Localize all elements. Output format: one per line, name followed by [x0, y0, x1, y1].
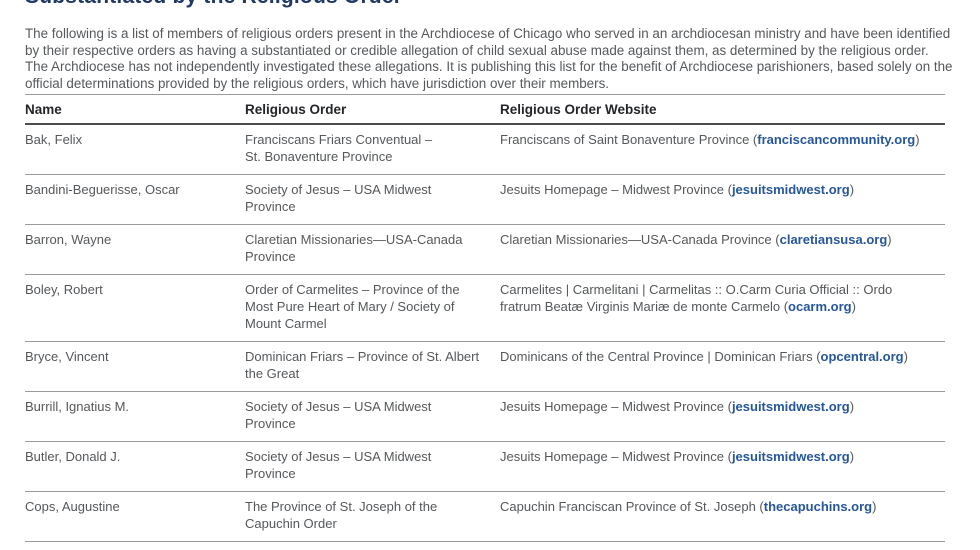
website-link[interactable]: jesuitsmidwest.org [731, 182, 850, 197]
table-row: Bak, Felix Franciscans Friars Conventual… [25, 124, 945, 175]
website-description: Dominicans of the Central Province | Dom… [500, 349, 821, 364]
report-page: Substantiated by the Religious Order The… [25, 0, 955, 550]
website-description: Jesuits Homepage – Midwest Province ( [500, 182, 732, 197]
website-cell: Capuchin Franciscan Province of St. Jose… [500, 491, 945, 542]
person-name: Butler, Donald J. [25, 441, 245, 492]
person-name: Boley, Robert [25, 274, 245, 342]
website-description: Claretian Missionaries—USA-Canada Provin… [500, 232, 780, 247]
religious-order-cell: Order of Carmelites – Province of the Mo… [245, 274, 500, 342]
table-body: Bak, Felix Franciscans Friars Conventual… [25, 124, 945, 550]
website-link[interactable]: jesuitsmidwest.org [731, 449, 850, 464]
religious-order-cell: Society of Jesus – USA Midwest Province [245, 391, 500, 442]
table-header: Name Religious Order Religious Order Web… [25, 94, 945, 125]
website-suffix: ) [849, 449, 855, 464]
website-link[interactable]: jesuitsmidwest.org [731, 399, 850, 414]
religious-order-cell: Dominican Friars – Province of St. Alber… [245, 341, 500, 392]
website-suffix: ) [903, 349, 908, 364]
website-suffix: ) [887, 232, 892, 247]
header-religious-order-website: Religious Order Website [500, 94, 945, 125]
religious-order-cell: Society of Jesus – USA Midwest Province [245, 174, 500, 225]
table-row: Bandini-Beguerisse, Oscar Society of Jes… [25, 174, 945, 225]
person-name: Burrill, Ignatius M. [25, 391, 245, 442]
website-suffix: ) [849, 399, 855, 414]
person-name: Bak, Felix [25, 124, 245, 175]
religious-order-cell: Society of Jesus – USA Midwest Province [245, 441, 500, 492]
person-name: Cops, Augustine [25, 491, 245, 542]
religious-order-cell: The Province of St. Joseph of the Capuch… [245, 491, 500, 542]
table-row: Dove, Thomas Paulist Fathers Paulist Fat… [25, 541, 945, 550]
website-cell: Jesuits Homepage – Midwest Province (jes… [500, 391, 945, 442]
person-name: Bryce, Vincent [25, 341, 245, 392]
website-cell: Dominicans of the Central Province | Dom… [500, 341, 945, 392]
religious-orders-table: Name Religious Order Religious Order Web… [25, 94, 945, 550]
website-description: Jesuits Homepage – Midwest Province ( [500, 399, 732, 414]
intro-paragraph: The following is a list of members of re… [25, 26, 953, 91]
table-row: Bryce, Vincent Dominican Friars – Provin… [25, 341, 945, 392]
person-name: Bandini-Beguerisse, Oscar [25, 174, 245, 225]
website-suffix: ) [851, 299, 856, 314]
website-link[interactable]: thecapuchins.org [763, 499, 873, 514]
table-row: Boley, Robert Order of Carmelites – Prov… [25, 274, 945, 342]
header-name: Name [25, 94, 245, 125]
religious-order-cell: Paulist Fathers [245, 541, 500, 550]
website-cell: Jesuits Homepage – Midwest Province (jes… [500, 174, 945, 225]
website-link[interactable]: franciscancommunity.org [757, 132, 916, 147]
website-cell: Carmelites | Carmelitani | Carmelitas ::… [500, 274, 945, 342]
page-title: Substantiated by the Religious Order [25, 0, 955, 10]
website-cell: Claretian Missionaries—USA-Canada Provin… [500, 224, 945, 275]
religious-order-cell: Claretian Missionaries—USA-Canada Provin… [245, 224, 500, 275]
religious-order-cell: Franciscans Friars Conventual – St. Bona… [245, 124, 500, 175]
website-description: Jesuits Homepage – Midwest Province ( [500, 449, 732, 464]
website-cell: Franciscans of Saint Bonaventure Provinc… [500, 124, 945, 175]
website-description: Franciscans of Saint Bonaventure Provinc… [500, 132, 758, 147]
website-link[interactable]: claretiansusa.org [779, 232, 888, 247]
website-suffix: ) [915, 132, 920, 147]
website-suffix: ) [849, 182, 855, 197]
table-row: Cops, Augustine The Province of St. Jose… [25, 491, 945, 542]
table-row: Barron, Wayne Claretian Missionaries—USA… [25, 224, 945, 275]
website-description: Capuchin Franciscan Province of St. Jose… [500, 499, 764, 514]
website-cell: Jesuits Homepage – Midwest Province (jes… [500, 441, 945, 492]
website-description: Carmelites | Carmelitani | Carmelitas ::… [500, 282, 893, 314]
table-row: Burrill, Ignatius M. Society of Jesus – … [25, 391, 945, 442]
website-suffix: ) [872, 499, 877, 514]
table-row: Butler, Donald J. Society of Jesus – USA… [25, 441, 945, 492]
website-cell: Paulist Fathers [500, 541, 945, 550]
header-religious-order: Religious Order [245, 94, 500, 125]
website-link[interactable]: ocarm.org [788, 299, 852, 314]
person-name: Dove, Thomas [25, 541, 245, 550]
website-link[interactable]: opcentral.org [820, 349, 904, 364]
person-name: Barron, Wayne [25, 224, 245, 275]
